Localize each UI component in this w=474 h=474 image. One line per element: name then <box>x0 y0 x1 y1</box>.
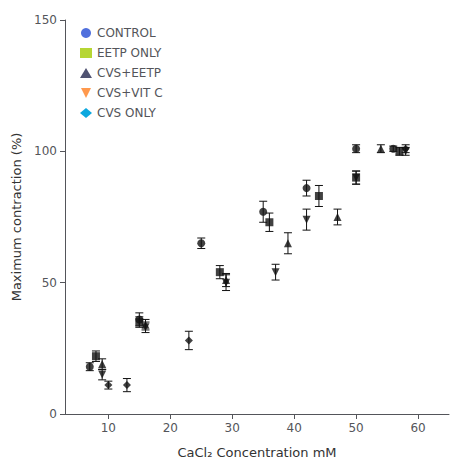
svg-text:50: 50 <box>42 276 57 290</box>
svg-text:50: 50 <box>348 421 363 435</box>
svg-text:CONTROL: CONTROL <box>97 26 156 40</box>
svg-text:20: 20 <box>163 421 178 435</box>
svg-text:150: 150 <box>34 13 57 27</box>
svg-text:EETP ONLY: EETP ONLY <box>97 46 162 60</box>
svg-text:40: 40 <box>287 421 302 435</box>
svg-text:0: 0 <box>49 407 57 421</box>
svg-text:30: 30 <box>225 421 240 435</box>
svg-text:60: 60 <box>410 421 425 435</box>
svg-text:100: 100 <box>34 144 57 158</box>
svg-text:CVS+EETP: CVS+EETP <box>97 66 161 80</box>
svg-text:CVS ONLY: CVS ONLY <box>97 106 157 120</box>
svg-text:10: 10 <box>101 421 116 435</box>
svg-text:CaCl₂ Concentration mM: CaCl₂ Concentration mM <box>177 445 336 460</box>
svg-text:Maximum contraction (%): Maximum contraction (%) <box>9 133 24 302</box>
svg-text:CVS+VIT C: CVS+VIT C <box>97 86 163 100</box>
